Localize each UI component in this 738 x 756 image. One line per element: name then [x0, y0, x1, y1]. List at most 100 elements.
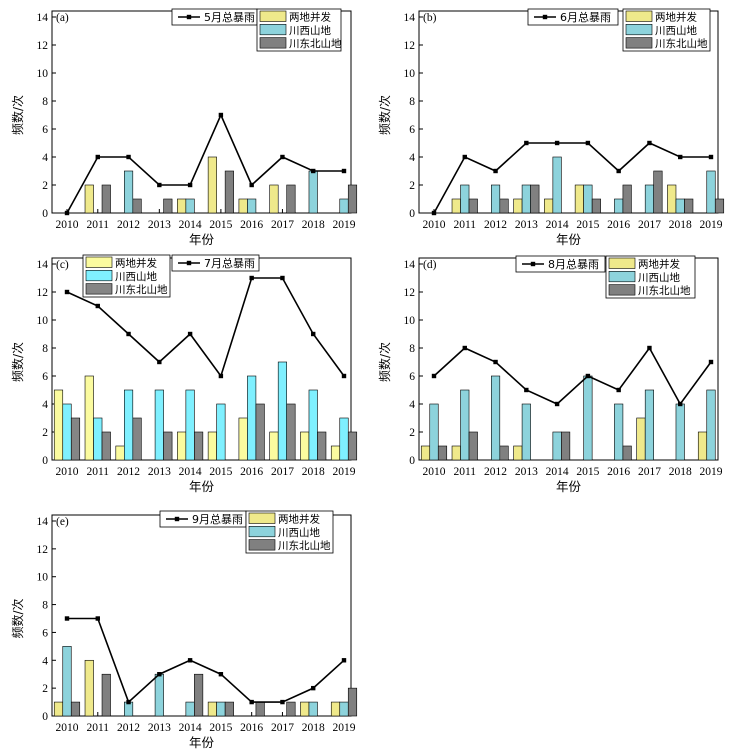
x-tick-label: 2010: [56, 466, 79, 478]
y-tick-label: 8: [42, 600, 48, 612]
x-axis-label: 年份: [189, 479, 215, 494]
x-tick-label: 2012: [117, 722, 140, 734]
panel-label: (d): [423, 259, 437, 271]
bar-west: [124, 170, 134, 214]
legend-swatch-east: [608, 284, 636, 296]
line-point: [311, 685, 316, 691]
line-point: [249, 182, 254, 188]
legend-swatch-both: [259, 10, 287, 22]
x-tick-label: 2014: [179, 219, 202, 231]
line-point: [493, 359, 498, 365]
x-tick-label: 2013: [148, 466, 171, 478]
line-point: [64, 616, 70, 621]
x-axis-label: 年份: [189, 735, 215, 750]
bar-west: [521, 184, 531, 214]
legend-label-west: 川西山地: [289, 24, 331, 37]
bar-both: [238, 198, 248, 214]
legend-line-label: 8月总暴雨: [548, 257, 599, 271]
x-tick-label: 2017: [638, 219, 661, 231]
bar-west: [277, 361, 287, 461]
bar-both: [574, 184, 584, 214]
legend-swatch-both: [625, 10, 653, 22]
bar-west: [247, 375, 257, 461]
bar-west: [614, 198, 624, 214]
legend-swatch-west: [259, 23, 287, 36]
y-tick-label: 12: [404, 40, 416, 52]
legend-label-east: 川东北山地: [655, 37, 708, 50]
bar-west: [614, 403, 624, 461]
bar-west: [675, 198, 685, 214]
bar-east: [224, 701, 234, 717]
x-tick-label: 2018: [302, 219, 325, 231]
legend-label-east: 川东北山地: [115, 283, 168, 296]
bar-both: [420, 445, 431, 461]
legend-box: [515, 255, 606, 273]
bar-both: [544, 198, 554, 214]
bar-both: [84, 184, 94, 214]
line-point: [341, 373, 347, 379]
line-point: [311, 168, 316, 174]
y-tick-label: 14: [404, 12, 416, 24]
bar-west: [185, 701, 195, 717]
x-tick-label: 2013: [515, 219, 538, 231]
legend-line-label: 6月总暴雨: [560, 10, 611, 24]
legend-swatch-west: [85, 269, 113, 282]
bar-both: [207, 701, 217, 717]
bar-east: [255, 403, 265, 461]
bar-both: [269, 431, 279, 461]
x-tick-label: 2013: [148, 722, 171, 734]
line-point: [493, 168, 498, 174]
bar-east: [194, 431, 204, 461]
bar-west: [247, 198, 257, 214]
x-tick-label: 2010: [423, 466, 446, 478]
line-point: [554, 401, 560, 407]
bar-west: [185, 389, 195, 461]
x-tick-label: 2016: [607, 466, 630, 478]
bar-both: [115, 445, 125, 461]
bar-east: [163, 198, 173, 214]
y-tick-label: 2: [409, 180, 415, 192]
x-tick-label: 2011: [86, 466, 109, 478]
bar-west: [185, 198, 195, 214]
x-tick-label: 2014: [179, 722, 202, 734]
bar-both: [53, 701, 64, 717]
bar-both: [667, 184, 677, 214]
x-tick-label: 2014: [546, 466, 569, 478]
x-tick-label: 2019: [333, 722, 356, 734]
y-tick-label: 8: [409, 343, 415, 355]
line-point: [708, 154, 714, 160]
total-line: [433, 346, 712, 406]
legend-label-both: 两地并发: [289, 11, 331, 24]
bar-east: [255, 701, 265, 717]
line-point: [126, 699, 131, 705]
line-point: [341, 658, 347, 663]
chart-panel-5: 0 2 4 6 8 10 12 14 2010 2011 2012 2013 2014 2015 2016 2…: [10, 510, 358, 750]
bar-east: [622, 445, 632, 461]
line-point: [616, 387, 621, 393]
x-tick-label: 2013: [148, 219, 171, 231]
bar-east: [714, 198, 725, 214]
bar-both: [330, 445, 341, 461]
x-tick-label: 2015: [209, 466, 232, 478]
x-tick-label: 2013: [515, 466, 538, 478]
y-tick-label: 4: [409, 152, 415, 164]
panel-label: (c): [56, 259, 69, 271]
total-line: [67, 617, 345, 704]
x-tick-label: 2016: [240, 466, 263, 478]
bar-west: [460, 389, 470, 461]
legend-label-west: 川西山地: [638, 271, 680, 284]
bar-west: [675, 403, 685, 461]
x-tick-label: 2011: [86, 722, 109, 734]
legend-line: 9月总暴雨: [159, 510, 247, 528]
line-point: [524, 140, 529, 146]
y-tick-label: 4: [42, 655, 48, 667]
bar-west: [154, 389, 164, 461]
y-tick-label: 6: [42, 627, 48, 639]
bar-west: [62, 403, 72, 461]
line-point: [187, 331, 193, 337]
bar-east: [70, 417, 81, 461]
legend-line-marker: [530, 261, 536, 267]
y-tick-label: 14: [404, 259, 416, 271]
